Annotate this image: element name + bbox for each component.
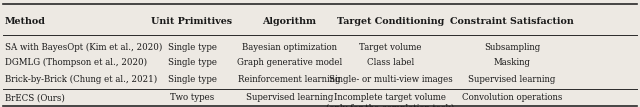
Text: Graph generative model: Graph generative model <box>237 58 342 67</box>
Text: Convolution operations: Convolution operations <box>462 93 562 102</box>
Text: Incomplete target volume
(only for the completion task): Incomplete target volume (only for the c… <box>326 93 454 107</box>
Text: Target volume: Target volume <box>359 43 422 52</box>
Text: DGMLG (Thompson et al., 2020): DGMLG (Thompson et al., 2020) <box>5 58 147 67</box>
Text: Supervised learning: Supervised learning <box>468 75 556 84</box>
Text: Single type: Single type <box>168 75 216 84</box>
Text: Two types: Two types <box>170 93 214 102</box>
Text: Unit Primitives: Unit Primitives <box>152 17 232 26</box>
Text: Method: Method <box>5 17 46 26</box>
Text: BrECS (Ours): BrECS (Ours) <box>5 93 65 102</box>
Text: Constraint Satisfaction: Constraint Satisfaction <box>450 17 574 26</box>
Text: Algorithm: Algorithm <box>262 17 316 26</box>
Text: Class label: Class label <box>367 58 414 67</box>
Text: Bayesian optimization: Bayesian optimization <box>242 43 337 52</box>
Text: Single type: Single type <box>168 58 216 67</box>
Text: Single- or multi-view images: Single- or multi-view images <box>328 75 452 84</box>
Text: Masking: Masking <box>493 58 531 67</box>
Text: SA with BayesOpt (Kim et al., 2020): SA with BayesOpt (Kim et al., 2020) <box>5 43 163 52</box>
Text: Subsampling: Subsampling <box>484 43 540 52</box>
Text: Single type: Single type <box>168 43 216 52</box>
Text: Target Conditioning: Target Conditioning <box>337 17 444 26</box>
Text: Reinforcement learning: Reinforcement learning <box>238 75 340 84</box>
Text: Supervised learning: Supervised learning <box>246 93 333 102</box>
Text: Brick-by-Brick (Chung et al., 2021): Brick-by-Brick (Chung et al., 2021) <box>5 75 157 84</box>
